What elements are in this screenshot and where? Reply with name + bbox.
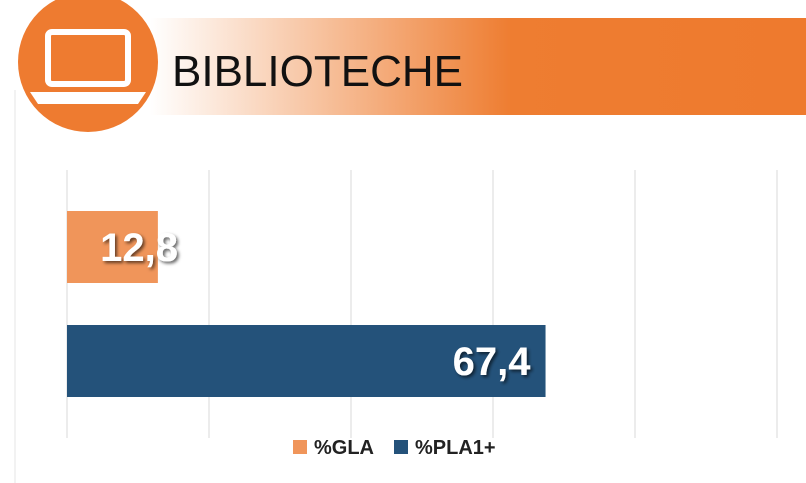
laptop-icon — [30, 29, 146, 104]
bar — [67, 211, 158, 283]
legend-swatch — [394, 440, 408, 454]
data-label: 67,4 — [453, 340, 532, 384]
icon-circle — [18, 0, 158, 132]
legend-label: %PLA1+ — [415, 437, 496, 459]
data-label: 12,8 — [100, 226, 178, 270]
header-band — [150, 18, 806, 115]
bar — [67, 325, 546, 397]
legend-label: %GLA — [314, 437, 374, 459]
chart-title: BIBLIOTECHE — [172, 47, 463, 96]
legend-swatch — [293, 440, 307, 454]
